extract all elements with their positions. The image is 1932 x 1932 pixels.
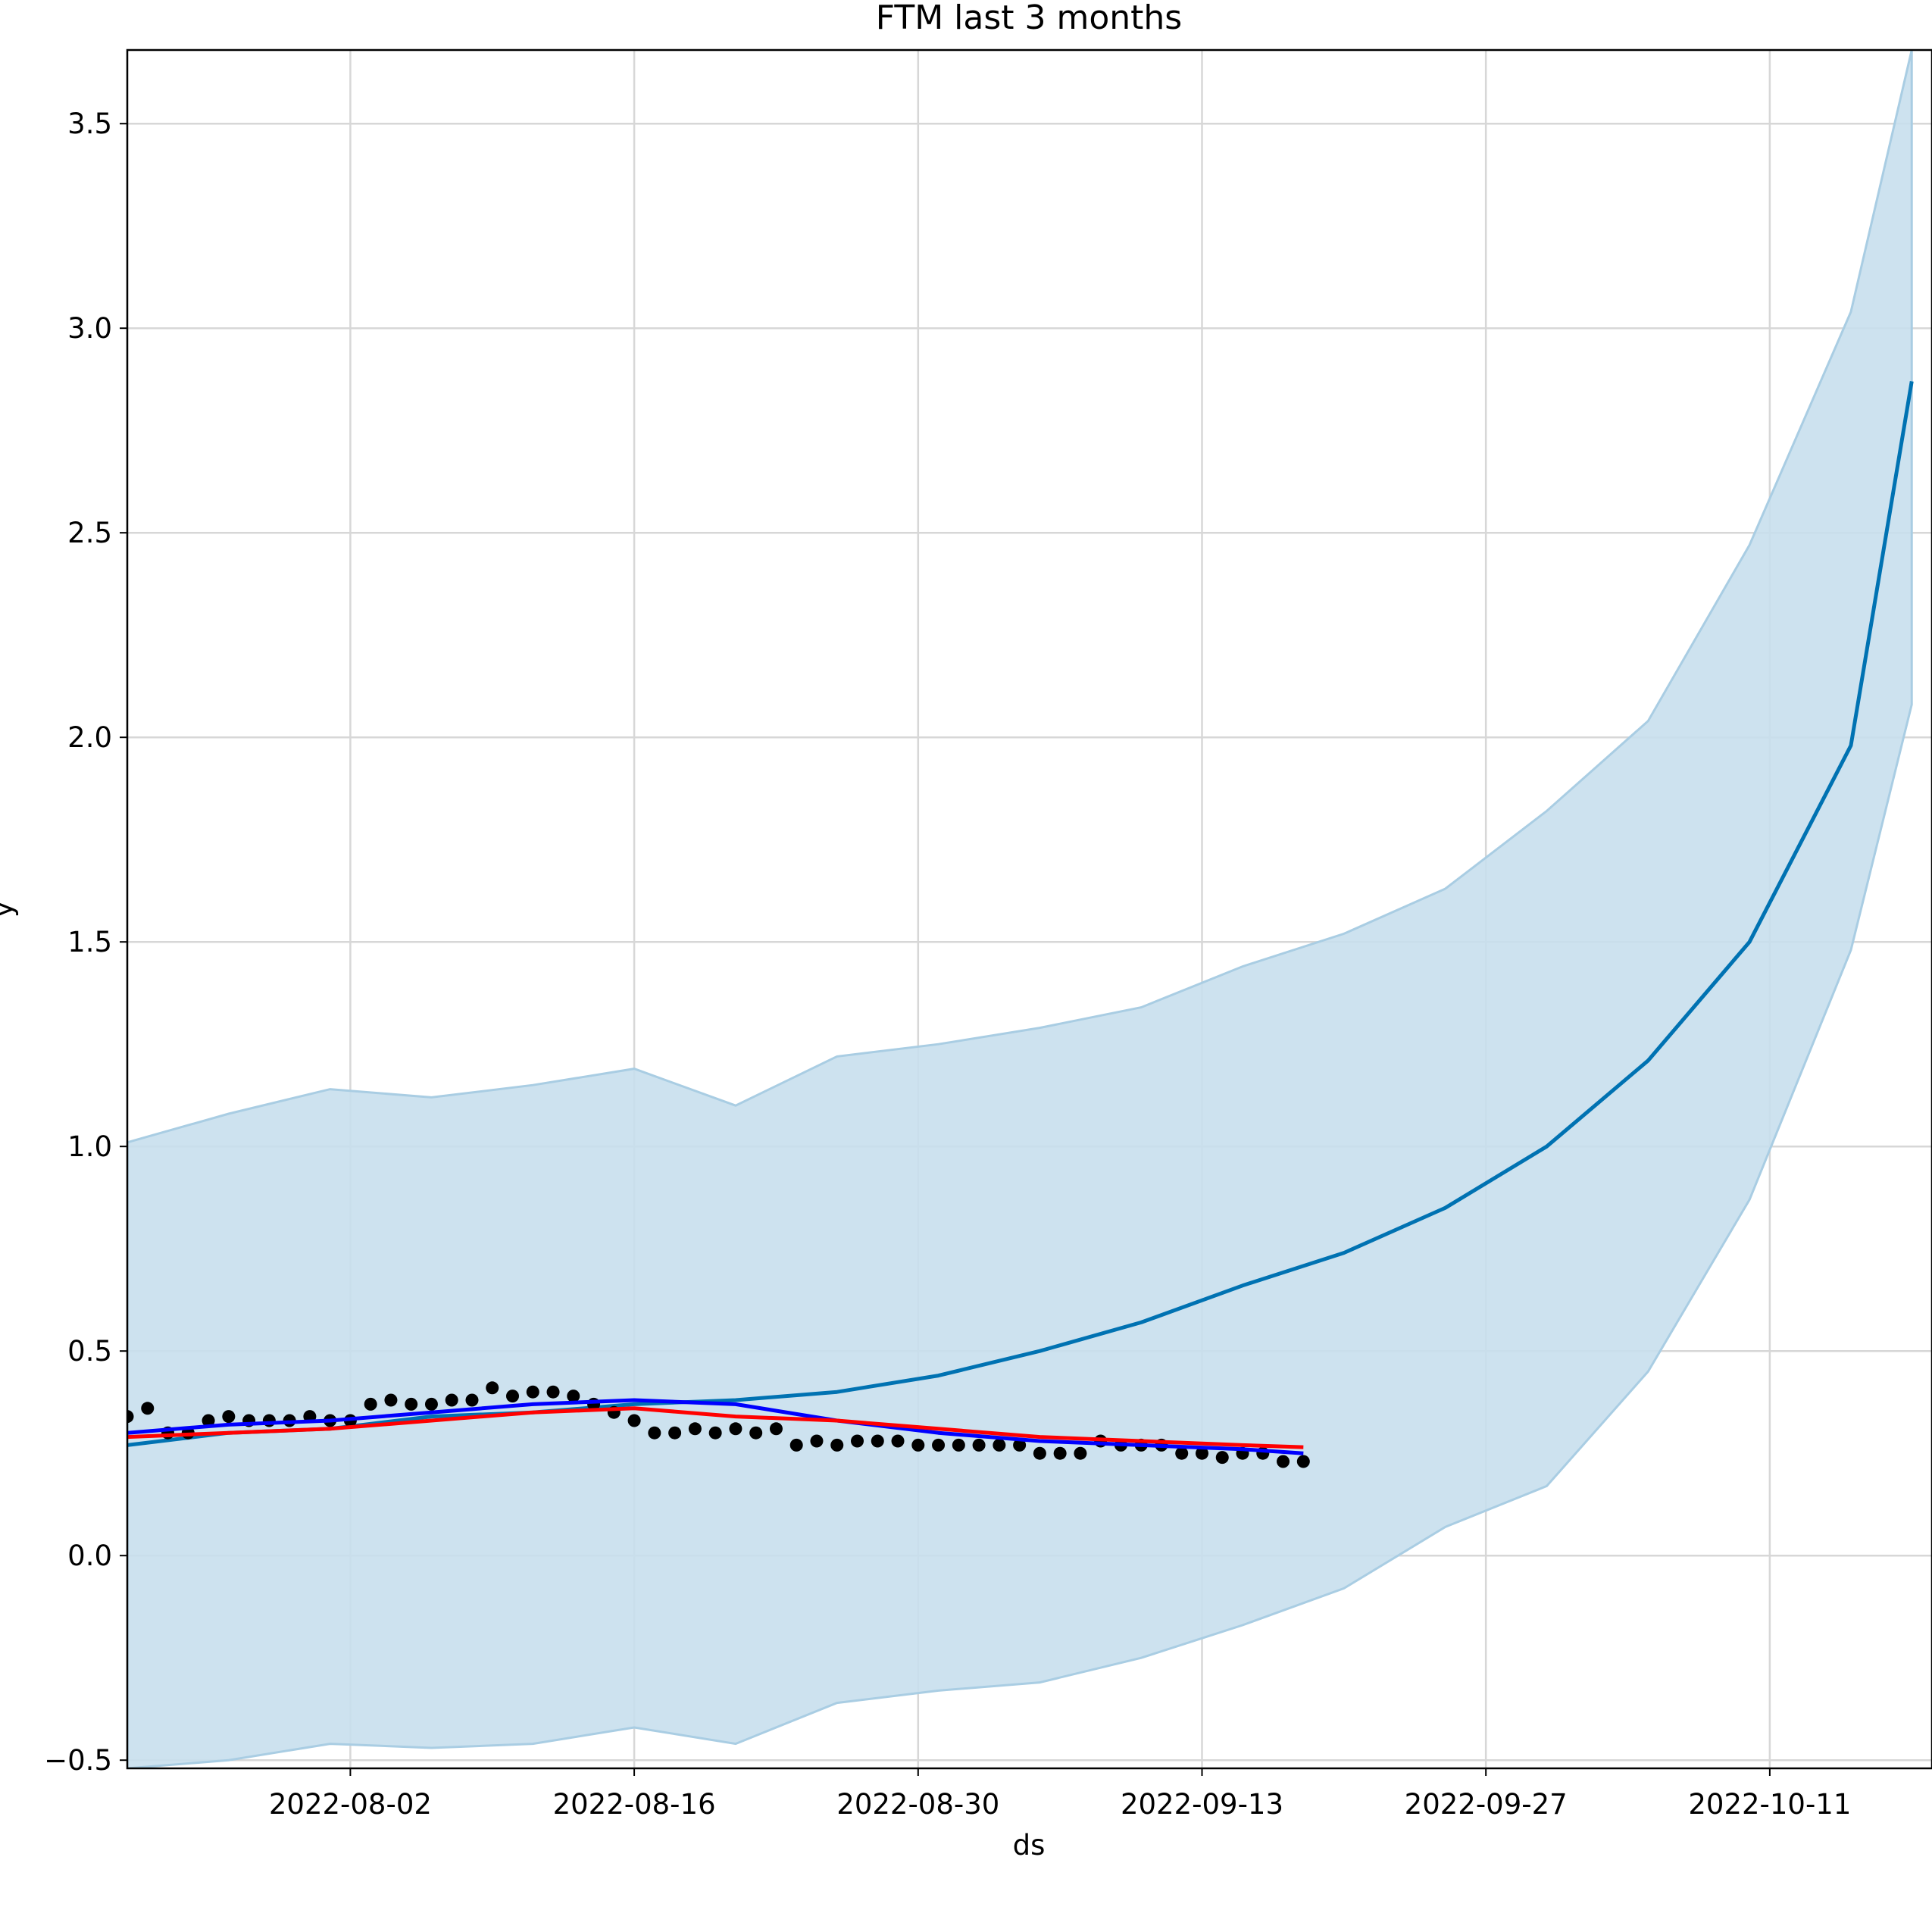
observed-point — [202, 1414, 215, 1427]
observed-point — [810, 1434, 824, 1448]
observed-point — [1195, 1446, 1208, 1460]
plot-frame — [126, 48, 1932, 1770]
x-tick-label: 2022-08-30 — [836, 1788, 999, 1821]
y-axis-label: y — [0, 901, 19, 918]
observed-point — [424, 1397, 438, 1411]
observed-point — [384, 1393, 398, 1407]
observed-point — [465, 1393, 479, 1407]
observed-point — [729, 1422, 742, 1436]
observed-point — [648, 1426, 661, 1440]
observed-point — [688, 1422, 702, 1436]
y-tick-label: 3.0 — [67, 312, 112, 345]
y-tick-label: −0.5 — [44, 1744, 112, 1777]
observed-point — [668, 1426, 682, 1440]
observed-point — [1277, 1455, 1290, 1468]
x-tick-label: 2022-09-13 — [1121, 1788, 1283, 1821]
y-tick-label: 1.0 — [67, 1130, 112, 1163]
y-tick-label: 0.0 — [67, 1540, 112, 1572]
observed-point — [506, 1390, 520, 1403]
observed-point — [851, 1434, 864, 1448]
observed-point — [972, 1438, 986, 1452]
observed-point — [222, 1410, 236, 1424]
blue-series-line — [127, 1398, 1304, 1455]
x-tick-label: 2022-08-02 — [269, 1788, 432, 1821]
observed-point — [526, 1385, 539, 1399]
series-group — [127, 50, 1914, 1768]
x-tick-label: 2022-08-16 — [553, 1788, 716, 1821]
observed-point — [708, 1426, 722, 1440]
observed-point — [911, 1438, 925, 1452]
x-tick-label: 2022-09-27 — [1405, 1788, 1568, 1821]
x-tick-label: 2022-10-11 — [1688, 1788, 1851, 1821]
observed-point — [141, 1402, 155, 1415]
observed-point — [871, 1434, 884, 1448]
observed-point — [993, 1438, 1006, 1452]
observed-point — [364, 1397, 377, 1411]
observed-point — [567, 1390, 580, 1403]
plot-area: 2022-08-02 2022-08-16 2022-08-30 2022-09-13… — [44, 48, 1932, 1821]
uncertainty-band — [127, 50, 1913, 1768]
forecast-line — [127, 380, 1914, 1447]
observed-point — [1215, 1451, 1229, 1465]
observed-point — [445, 1393, 458, 1407]
red-series-line — [127, 1406, 1304, 1449]
y-tick-label: 1.5 — [67, 926, 112, 958]
observed-point — [749, 1426, 763, 1440]
x-axis-label: ds — [1013, 1829, 1046, 1862]
y-tick-label: 3.5 — [67, 108, 112, 140]
observed-point — [1013, 1438, 1027, 1452]
observed-point — [891, 1434, 905, 1448]
observed-point — [1033, 1446, 1046, 1460]
observed-point — [1175, 1446, 1189, 1460]
observed-point — [1296, 1455, 1310, 1468]
y-tick-label: 0.5 — [67, 1335, 112, 1368]
observed-point — [830, 1438, 844, 1452]
observed-point — [486, 1381, 499, 1395]
y-tick-label: 2.5 — [67, 517, 112, 549]
observed-point — [1053, 1446, 1067, 1460]
y-tick-label: 2.0 — [67, 721, 112, 754]
observed-point — [127, 1410, 134, 1424]
observed-point — [405, 1397, 418, 1411]
observed-point — [627, 1414, 641, 1427]
observed-point — [932, 1438, 946, 1452]
observed-point — [1074, 1446, 1087, 1460]
observed-point — [952, 1438, 965, 1452]
observed-point — [789, 1438, 803, 1452]
observed-point — [769, 1422, 783, 1436]
observed-point — [546, 1385, 560, 1399]
chart-title: FTM last 3 months — [876, 0, 1182, 37]
